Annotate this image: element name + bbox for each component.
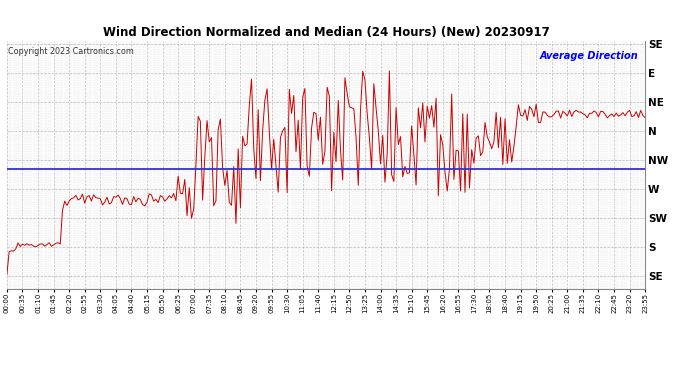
Text: Average Direction: Average Direction [540, 51, 639, 61]
Text: Copyright 2023 Cartronics.com: Copyright 2023 Cartronics.com [8, 47, 134, 56]
Title: Wind Direction Normalized and Median (24 Hours) (New) 20230917: Wind Direction Normalized and Median (24… [103, 26, 549, 39]
